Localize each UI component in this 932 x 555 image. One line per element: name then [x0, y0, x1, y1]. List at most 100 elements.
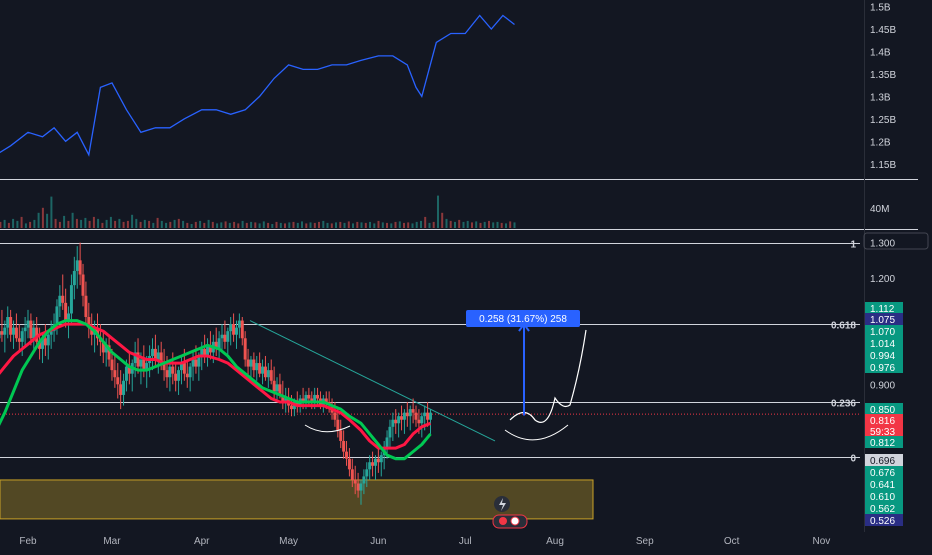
candle-body: [426, 412, 430, 420]
volume-bar: [7, 222, 10, 228]
candle-body: [350, 469, 354, 480]
candle-body: [246, 359, 250, 367]
candle-body: [249, 359, 253, 367]
candle-body: [55, 306, 59, 325]
volume-bar: [492, 222, 495, 228]
candle-body: [26, 320, 30, 328]
volume-bar: [496, 221, 499, 228]
volume-bar: [118, 218, 121, 228]
descending-trendline: [249, 320, 496, 442]
volume-bar: [301, 221, 303, 228]
volume-bar: [364, 222, 367, 228]
volume-bar: [330, 223, 333, 228]
fib-level-label: 0.236: [831, 399, 856, 410]
volume-bar: [322, 220, 325, 228]
candle-body: [373, 458, 377, 466]
volume-bar: [63, 215, 66, 228]
volume-bar: [424, 216, 427, 228]
candle-body: [81, 274, 85, 296]
time-axis-tick: Apr: [194, 536, 210, 547]
price-axis-label: 0.676: [870, 468, 895, 479]
volume-bar: [211, 221, 214, 228]
price-axis-label-box: [865, 337, 903, 349]
candle-body: [408, 409, 412, 417]
volume-bar: [373, 223, 376, 228]
candle-body: [356, 483, 360, 491]
volume-bar: [288, 222, 291, 228]
price-axis-label: 0.816: [870, 416, 895, 427]
candle-body: [162, 363, 166, 371]
volume-bar: [67, 220, 70, 228]
volume-bar: [500, 222, 503, 228]
candle-body: [252, 359, 256, 371]
time-axis-tick: Aug: [546, 536, 564, 547]
volume-bar: [148, 220, 151, 228]
candle-body: [174, 373, 178, 381]
volume-bar: [131, 214, 134, 228]
candle-body: [214, 341, 218, 349]
price-axis-tick: 1.300: [870, 239, 895, 250]
volume-bar: [12, 218, 15, 228]
candle-body: [316, 394, 320, 399]
candle-body: [12, 327, 16, 335]
volume-bar: [3, 219, 6, 228]
candle-body: [353, 479, 357, 484]
moving-average-line: [0, 319, 432, 461]
indicator-axis-tick: 1.45B: [870, 25, 896, 36]
candle-body: [217, 338, 221, 349]
indicator-axis-tick: 1.15B: [870, 160, 896, 171]
volume-bar: [292, 221, 295, 228]
volume-bar: [275, 221, 278, 228]
candle-body: [304, 394, 308, 403]
candle-body: [168, 366, 172, 378]
candle-body: [32, 327, 36, 339]
price-axis-label: 1.075: [870, 315, 895, 326]
candle-body: [411, 409, 415, 413]
volume-bar: [41, 207, 44, 228]
candle-body: [185, 373, 189, 378]
volume-bar: [262, 221, 265, 228]
indicator-axis-tick: 1.4B: [870, 47, 891, 58]
candle-body: [402, 412, 406, 420]
price-axis-label-box: [865, 414, 903, 426]
volume-bar: [105, 219, 108, 228]
candle-body: [295, 402, 299, 406]
candle-body: [420, 416, 424, 424]
volume-bar: [101, 222, 104, 228]
candle-body: [281, 394, 285, 403]
volume-bar: [279, 222, 282, 228]
candle-body: [234, 327, 238, 335]
candle-body: [90, 327, 94, 335]
candle-body: [240, 320, 244, 339]
candle-body: [69, 285, 73, 314]
volume-bar: [169, 221, 172, 228]
volume-bar: [509, 221, 512, 228]
price-axis-label-box: [865, 514, 903, 526]
fib-level-label: 1: [850, 240, 856, 251]
price-axis-label-box: [865, 403, 903, 415]
candle-body: [197, 355, 201, 367]
candle-body: [110, 359, 114, 371]
volume-bar: [326, 222, 329, 228]
price-axis-label-box: [865, 313, 903, 325]
volume-bar: [296, 222, 299, 228]
candle-body: [220, 334, 224, 339]
candle-body: [159, 352, 163, 364]
volume-bar: [411, 223, 414, 228]
volume-bar: [143, 219, 146, 228]
candle-body: [182, 363, 186, 374]
candle-body: [124, 366, 128, 381]
volume-bar: [441, 212, 444, 228]
candle-body: [263, 366, 267, 378]
candle-body: [58, 295, 62, 307]
candle-body: [75, 260, 79, 271]
candle-body: [101, 341, 105, 353]
price-axis-label-box: [865, 361, 903, 373]
volume-bar: [92, 216, 95, 228]
volume-bar: [194, 221, 197, 228]
volume-bar: [160, 220, 163, 228]
volume-axis-tick: 40M: [870, 204, 889, 215]
time-axis-tick: May: [279, 536, 298, 547]
